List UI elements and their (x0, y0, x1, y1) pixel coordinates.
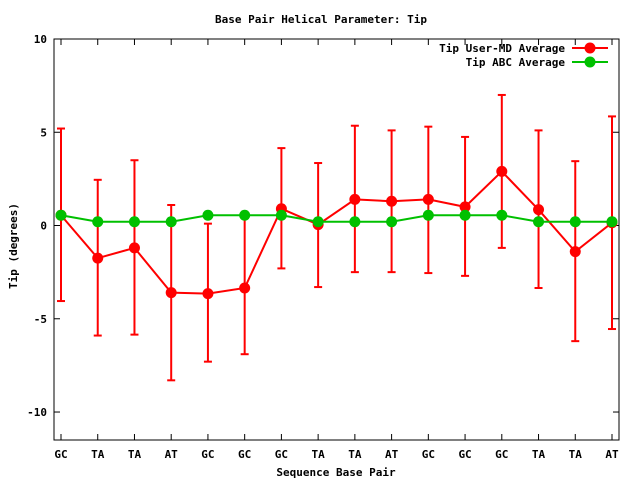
data-point (349, 193, 361, 205)
x-tick-label: TA (569, 448, 583, 461)
data-point (202, 209, 214, 221)
data-point (55, 209, 67, 221)
x-tick-label: AT (165, 448, 179, 461)
x-tick-label: GC (495, 448, 508, 461)
y-tick-label: 5 (40, 126, 47, 139)
x-tick-label: TA (348, 448, 362, 461)
plot-border (53, 38, 620, 441)
data-point (92, 252, 104, 264)
legend-marker (584, 42, 596, 54)
y-tick-label: 0 (40, 220, 47, 233)
data-point (569, 246, 581, 258)
data-point (239, 209, 251, 221)
data-point (386, 195, 398, 207)
x-tick-label: GC (201, 448, 214, 461)
data-point (349, 216, 361, 228)
x-tick-label: TA (91, 448, 105, 461)
data-point (312, 216, 324, 228)
series-2 (55, 209, 618, 228)
y-axis-label: Tip (degrees) (7, 203, 20, 289)
series-1 (55, 93, 618, 382)
data-point (459, 209, 471, 221)
legend-label: Tip User-MD Average (439, 42, 565, 55)
series-line (60, 214, 612, 223)
x-tick-label: GC (54, 448, 67, 461)
x-tick-label: TA (312, 448, 326, 461)
data-point (533, 204, 545, 216)
data-point (202, 288, 214, 300)
y-tick-label: 10 (34, 33, 47, 46)
x-axis-label: Sequence Base Pair (276, 466, 396, 479)
y-tick-label: -5 (34, 313, 47, 326)
data-point (496, 165, 508, 177)
series-line (60, 170, 613, 295)
data-point (128, 216, 140, 228)
x-tick-label: AT (385, 448, 399, 461)
legend-label: Tip ABC Average (466, 56, 566, 69)
data-point (165, 216, 177, 228)
data-point (496, 209, 508, 221)
x-tick-label: GC (422, 448, 435, 461)
legend-marker (584, 56, 596, 68)
x-tick-label: AT (605, 448, 619, 461)
x-tick-label: GC (238, 448, 251, 461)
series (55, 93, 618, 382)
data-point (386, 216, 398, 228)
data-point (275, 209, 287, 221)
data-point (128, 242, 140, 254)
data-point (239, 282, 251, 294)
data-point (569, 216, 581, 228)
data-point (533, 216, 545, 228)
data-point (606, 216, 618, 228)
x-tick-label: GC (275, 448, 288, 461)
data-point (422, 209, 434, 221)
x-tick-label: GC (458, 448, 471, 461)
x-tick-label: TA (128, 448, 142, 461)
axes: 10 5 0 -5 -10 GC TA TA AT GC GC GC TA TA AT GC GC GC TA TA A… (27, 33, 620, 461)
x-tick-label: TA (532, 448, 546, 461)
y-tick-label: -10 (27, 406, 47, 419)
data-point (92, 216, 104, 228)
data-point (459, 201, 471, 213)
chart-title: Base Pair Helical Parameter: Tip (215, 13, 427, 26)
data-point (422, 193, 434, 205)
data-point (165, 287, 177, 299)
